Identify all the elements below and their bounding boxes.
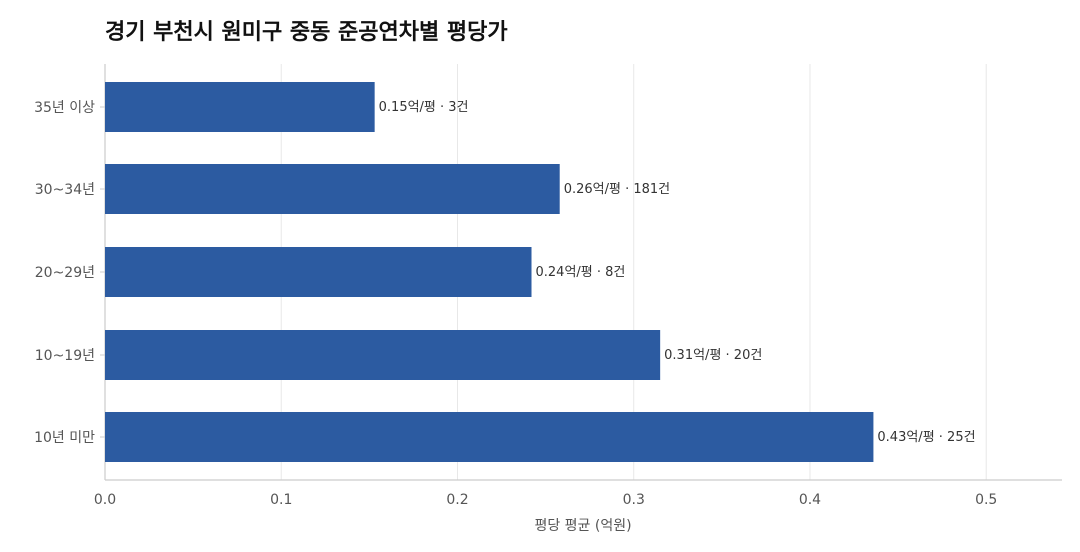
x-tick-label: 0.5 [975, 492, 997, 508]
chart-title: 경기 부천시 원미구 중동 준공연차별 평당가 [105, 20, 508, 45]
bar [105, 164, 560, 214]
y-tick-label: 20~29년 [35, 265, 95, 281]
y-tick-label: 10~19년 [35, 348, 95, 364]
bar [105, 82, 375, 132]
labels: 0.0 0.1 0.2 0.3 0.4 0.5 35년 이상 0.15억/평 · 3건 30~3… [34, 100, 997, 508]
x-axis-title: 평당 평균 (억원) [534, 518, 631, 534]
x-tick-label: 0.3 [623, 492, 645, 508]
x-tick-label: 0.1 [270, 492, 292, 508]
y-tick-label: 35년 이상 [34, 100, 95, 116]
data-label: 0.24억/평 · 8건 [536, 265, 626, 280]
data-label: 0.26억/평 · 181건 [564, 182, 670, 197]
x-tick-label: 0.4 [799, 492, 821, 508]
data-label: 0.31억/평 · 20건 [664, 348, 762, 363]
bars [105, 82, 874, 462]
data-label: 0.15억/평 · 3건 [379, 100, 469, 115]
x-tick-label: 0.2 [446, 492, 468, 508]
bar [105, 412, 874, 462]
y-tick-label: 30~34년 [35, 182, 95, 198]
data-label: 0.43억/평 · 25건 [877, 430, 975, 445]
x-tick-label: 0.0 [94, 492, 116, 508]
bar [105, 247, 532, 297]
bar [105, 330, 661, 380]
y-tick-label: 10년 미만 [34, 430, 95, 446]
